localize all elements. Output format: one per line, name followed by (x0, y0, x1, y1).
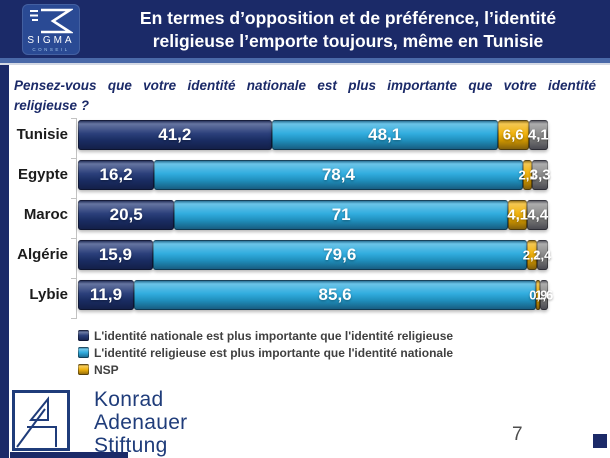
bar-value-label: 48,1 (368, 125, 402, 144)
kas-wordmark-line1: Konrad (94, 388, 164, 411)
legend-marker (78, 347, 89, 358)
survey-question-line2: religieuse ? (14, 98, 90, 114)
bar-segment-series2: 79,6 (152, 240, 527, 270)
bar-value-label: 2,1 (522, 247, 541, 263)
bar-value-label: 78,4 (321, 165, 355, 184)
legend-item: L'identité nationale est plus importante… (78, 327, 453, 344)
legend-marker (78, 364, 89, 375)
logo-wordmark: SIGMA (27, 35, 75, 46)
legend-item: L'identité religieuse est plus important… (78, 344, 453, 361)
bar-value-label: 6,6 (502, 126, 524, 144)
slide-title-line1: En termes d’opposition et de préférence,… (139, 8, 557, 28)
bar-segment-series3: 2,1 (523, 240, 541, 270)
bar-segment-series3: 2,1 (518, 160, 537, 190)
sigma-icon (30, 8, 73, 34)
category-label-egypte: Egypte (17, 166, 68, 183)
bar-value-label: 3,3 (529, 166, 551, 184)
category-label-algerie: Algérie (17, 246, 68, 263)
bar-value-label: 79,6 (323, 245, 357, 264)
bar-segment-series4: 3,3 (529, 160, 551, 190)
bar-segment-series4: 2,4 (533, 240, 551, 270)
bar-segment-series1: 11,9 (78, 280, 134, 310)
bar-segment-series3: 0,9 (529, 280, 547, 310)
bar-segment-series4: 1,6 (535, 280, 553, 310)
bar-segment-series2: 78,4 (154, 160, 524, 190)
kas-footer-bar (10, 452, 128, 458)
bar-row-algerie: 15,9 79,6 2,1 2,4 (78, 240, 551, 270)
bar-value-label: 71 (331, 205, 351, 224)
bar-row-tunisie: 41,2 48,1 6,6 4,1 (78, 120, 549, 150)
axis-tick (71, 238, 77, 239)
bar-segment-series4: 4,4 (527, 200, 548, 230)
survey-question: Pensez-vous que votre identité nationale… (14, 76, 596, 117)
axis-tick (71, 318, 77, 319)
page-number: 7 (512, 424, 523, 445)
header-accent-strip (0, 58, 610, 63)
legend-label: L'identité religieuse est plus important… (94, 345, 454, 360)
category-label-lybie: Lybie (29, 286, 68, 303)
slide-title: En termes d’opposition et de préférence,… (92, 7, 604, 53)
kas-wordmark-line3: Stiftung (94, 434, 168, 458)
left-edge-strip (0, 65, 9, 458)
chart-legend: L'identité nationale est plus importante… (78, 327, 453, 378)
bar-value-label: 1,6 (535, 287, 554, 303)
axis-tick (71, 278, 77, 279)
axis-tick (71, 158, 77, 159)
bar-value-label: 85,6 (318, 285, 352, 304)
category-label-tunisie: Tunisie (16, 126, 68, 143)
kas-wordmark: Konrad Adenauer Stiftung (94, 388, 187, 457)
bar-segment-series1: 41,2 (78, 120, 272, 150)
bar-row-lybie: 11,9 85,6 0,9 1,6 (78, 280, 553, 310)
bar-value-label: 15,9 (98, 245, 132, 264)
bar-value-label: 11,9 (89, 285, 123, 304)
bar-value-label: 4,1 (527, 126, 549, 144)
kas-wordmark-line2: Adenauer (94, 411, 188, 435)
bar-segment-series1: 15,9 (78, 240, 153, 270)
bar-value-label: 16,2 (99, 165, 133, 184)
bar-row-egypte: 16,2 78,4 2,1 3,3 (78, 160, 551, 190)
header-bar: SIGMA CONSEIL En termes d’opposition et … (0, 0, 610, 58)
bar-segment-series1: 16,2 (78, 160, 155, 190)
axis-tick (71, 118, 77, 119)
bar-segment-series3: 6,6 (497, 120, 529, 150)
logo-subtitle: CONSEIL (32, 47, 70, 52)
bar-value-label: 4,4 (527, 206, 549, 224)
category-axis-line (76, 118, 77, 318)
bar-row-maroc: 20,5 71 4,1 4,4 (78, 200, 548, 230)
category-label-maroc: Maroc (23, 206, 68, 223)
bar-segment-series2: 48,1 (271, 120, 498, 150)
bar-segment-series3: 4,1 (507, 200, 529, 230)
corner-decoration-square (593, 434, 607, 448)
legend-marker (78, 330, 89, 341)
bar-segment-series1: 20,5 (78, 200, 175, 230)
bar-value-label: 2,1 (518, 167, 537, 183)
bar-value-label: 20,5 (109, 205, 143, 224)
bar-segment-series2: 85,6 (133, 280, 537, 310)
legend-label: L'identité nationale est plus importante… (94, 328, 454, 343)
slide-title-line2: religieuse l’emporte toujours, même en T… (152, 31, 544, 52)
sigma-conseil-logo: SIGMA CONSEIL (22, 4, 80, 55)
axis-tick (71, 198, 77, 199)
kas-logo-icon (12, 390, 70, 451)
bar-value-label: 41,2 (158, 125, 192, 144)
header-hairline (0, 63, 610, 65)
legend-label: NSP (94, 362, 119, 377)
survey-question-line1: Pensez-vous que votre identité nationale… (14, 78, 596, 93)
bar-value-label: 2,4 (533, 247, 552, 263)
bar-value-label: 4,1 (507, 206, 529, 224)
legend-item: NSP (78, 361, 453, 378)
bar-segment-series4: 4,1 (527, 120, 549, 150)
bar-value-label: 0,9 (529, 287, 548, 303)
bar-segment-series2: 71 (174, 200, 509, 230)
